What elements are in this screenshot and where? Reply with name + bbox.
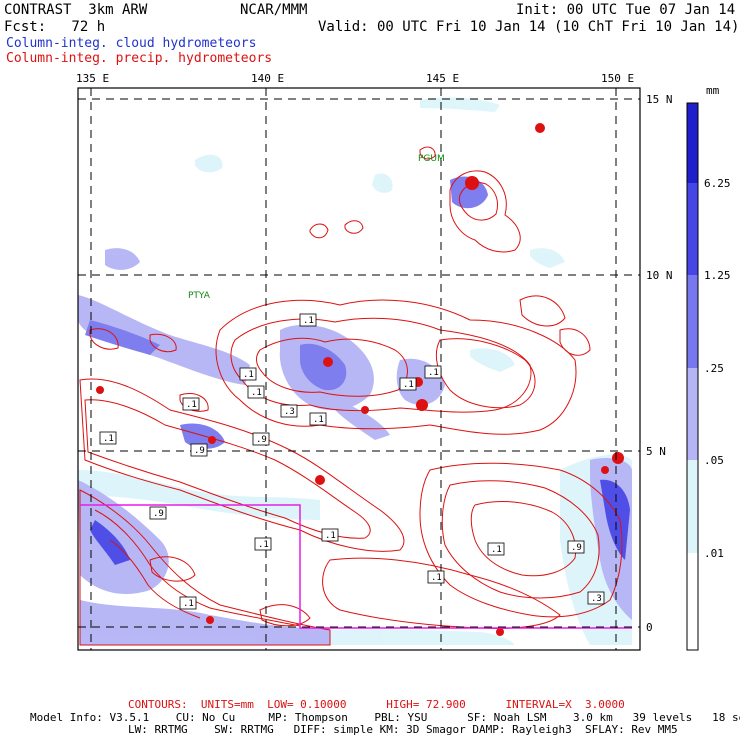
contour-label: .1 [399,377,417,391]
svg-text:.1: .1 [183,599,194,609]
svg-text:.1: .1 [491,545,502,555]
svg-text:150 E: 150 E [601,72,634,85]
station-ptya: PTYA [188,291,211,301]
svg-text:0: 0 [646,621,653,634]
svg-text:.1: .1 [325,531,336,541]
svg-text:10 N: 10 N [646,269,673,282]
contour-label: .1 [254,537,272,551]
contour-label: .1 [424,365,442,379]
colorbar-swatch [687,275,698,368]
svg-text:15 N: 15 N [646,93,673,106]
convective-cores [96,123,624,636]
contour-label: .9 [567,540,585,554]
precip-contours [79,146,623,646]
contour-label-group: .1 .1 .1 .1 .1 .1 .1 .1 .9 .9 .9 .9 .1 .… [99,313,605,610]
svg-text:.01: .01 [704,547,724,560]
forecast-hour: Fcst: 72 h [4,19,106,35]
svg-text:.1: .1 [428,368,439,378]
svg-text:.1: .1 [251,388,262,398]
svg-text:mm: mm [706,84,720,97]
svg-text:145 E: 145 E [426,72,459,85]
colorbar-labels: mm 6.25 1.25 .25 .05 .01 [704,84,731,560]
model-info-line1: Model Info: V3.5.1 CU: No Cu MP: Thompso… [30,711,740,724]
model-info-line2: LW: RRTMG SW: RRTMG DIFF: simple KM: 3D … [128,723,678,736]
svg-text:.9: .9 [256,435,267,445]
contour-label: .1 [427,570,445,584]
svg-text:.1: .1 [186,400,197,410]
model-title: CONTRAST 3km ARW [4,2,148,18]
contour-label: .9 [252,432,270,446]
contour-label: .1 [99,431,117,445]
svg-text:.25: .25 [704,362,724,375]
svg-text:.9: .9 [153,509,164,519]
contour-label: .1 [487,542,505,556]
contour-label: .1 [299,313,317,327]
org-label: NCAR/MMM [240,2,308,18]
svg-text:.1: .1 [313,415,324,425]
contour-label: .1 [321,528,339,542]
colorbar-frame [686,102,699,651]
svg-text:.1: .1 [431,573,442,583]
contour-label: .1 [309,412,327,426]
svg-text:5 N: 5 N [646,445,666,458]
nest-boundary [80,504,632,629]
svg-text:6.25: 6.25 [704,177,731,190]
contour-label: .9 [149,506,167,520]
colorbar-swatch [687,460,698,553]
svg-text:.1: .1 [258,540,269,550]
svg-text:.1: .1 [103,434,114,444]
cloud-shading [78,97,632,645]
svg-text:.3: .3 [591,594,602,604]
contour-label: .3 [280,404,298,418]
svg-text:140 E: 140 E [251,72,284,85]
field-legend-cloud: Column-integ. cloud hydrometeors [6,36,257,51]
svg-text:.3: .3 [284,407,295,417]
contour-info: CONTOURS: UNITS=mm LOW= 0.10000 HIGH= 72… [128,698,625,711]
svg-text:.1: .1 [243,370,254,380]
field-legend-precip: Column-integ. precip. hydrometeors [6,51,273,66]
colorbar-swatch [687,183,698,275]
contour-label: .1 [239,367,257,381]
init-time: Init: 00 UTC Tue 07 Jan 14 [516,2,736,18]
colorbar-swatch [687,103,698,183]
contour-label: .1 [182,397,200,411]
map-frame [77,87,641,651]
contour-label: .9 [190,443,208,457]
valid-time: Valid: 00 UTC Fri 10 Jan 14 (10 ChT Fri … [318,19,740,35]
contour-label: .1 [179,596,197,610]
svg-text:.9: .9 [194,446,205,456]
colorbar [686,102,699,651]
svg-text:1.25: 1.25 [704,269,731,282]
lat-labels: 15 N 10 N 5 N 0 [646,93,673,634]
svg-text:.9: .9 [571,543,582,553]
svg-text:135 E: 135 E [76,72,109,85]
contour-label: .1 [247,385,265,399]
lon-labels: 135 E 140 E 145 E 150 E [76,72,634,85]
svg-text:.1: .1 [303,316,314,326]
svg-text:.1: .1 [403,380,414,390]
colorbar-swatch [687,368,698,460]
svg-text:.05: .05 [704,454,724,467]
station-pgum: PGUM [418,154,445,164]
colorbar-swatch [687,553,698,650]
contour-label: .3 [587,591,605,605]
